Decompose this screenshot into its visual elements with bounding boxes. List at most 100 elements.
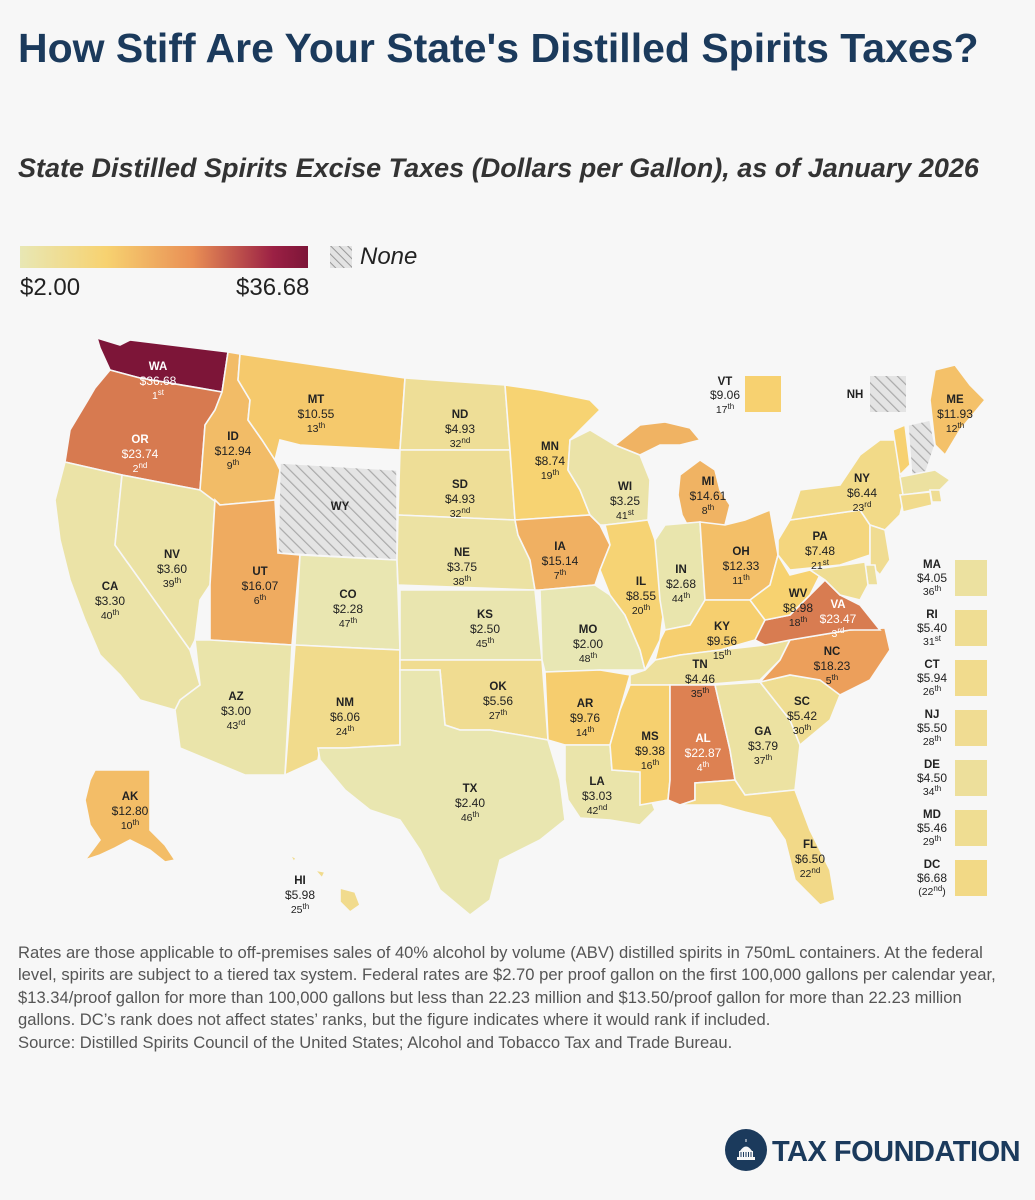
state-rank: 17th [716,402,734,416]
state-rate: $36.68 [140,374,177,388]
state-abbr: IA [554,541,566,553]
state-rate: $6.06 [330,710,360,724]
state-abbr: AR [577,698,594,710]
state-abbr: DC [924,859,941,871]
state-rate: $2.50 [470,622,500,636]
state-abbr: CO [339,589,356,601]
state-abbr: OH [732,546,749,558]
state-rate: $3.03 [582,789,612,803]
state-md [807,561,869,601]
state-abbr: IN [675,564,687,576]
state-abbr: ME [946,394,964,406]
state-abbr: MO [579,624,598,636]
state-rank: 26th [923,684,941,698]
state-ak [82,769,177,863]
state-vt [892,423,911,477]
state-abbr: KY [714,621,730,633]
state-rate: $9.56 [707,634,737,648]
callout-swatch-nh [870,376,906,412]
tax-foundation-logo: TAX FOUNDATION [724,1128,1024,1178]
state-abbr: MT [308,394,325,406]
state-rank: 12th [946,421,964,435]
state-nj [869,523,891,577]
us-choropleth-map: WA$36.681stOR$23.742ndCA$3.3040thNV$3.60… [54,336,987,917]
state-rate: $5.40 [917,621,947,635]
state-abbr: VA [830,599,845,611]
state-rate: $10.55 [298,407,335,421]
state-rate: $3.79 [748,739,778,753]
state-abbr: CT [924,659,939,671]
state-hi [287,853,361,914]
state-rate: $12.94 [215,444,252,458]
legend-max-label: $36.68 [236,274,310,301]
small-state-swatch-md [955,810,987,846]
state-rank: (22nd) [918,884,946,898]
state-abbr: MD [923,809,941,821]
state-rate: $6.68 [917,871,947,885]
state-abbr: AL [695,733,710,745]
state-mi [613,421,731,531]
state-rate: $8.98 [783,601,813,615]
state-abbr: WA [149,361,168,373]
state-abbr: CA [102,581,119,593]
state-rate: $5.94 [917,671,947,685]
state-rate: $9.06 [710,388,740,402]
state-tx [317,669,566,917]
state-label-wy: WY [331,501,350,513]
small-state-label-dc: DC$6.68(22nd) [917,859,947,898]
state-abbr: HI [294,875,306,887]
state-abbr: ND [452,409,469,421]
state-rate: $5.56 [483,694,513,708]
state-rate: $2.68 [666,577,696,591]
state-rate: $22.87 [685,746,722,760]
state-abbr: WV [789,588,808,600]
state-rate: $6.50 [795,852,825,866]
state-az [174,639,293,776]
state-rate: $4.50 [917,771,947,785]
state-rate: $7.48 [805,544,835,558]
state-abbr: WY [331,501,350,513]
capitol-dome-icon [725,1129,767,1171]
state-abbr: OK [489,681,507,693]
state-ms [609,684,671,806]
state-abbr: WI [618,481,632,493]
state-rate: $4.93 [445,422,475,436]
state-rate: $5.42 [787,709,817,723]
state-abbr: MA [923,559,941,571]
state-rate: $9.38 [635,744,665,758]
state-abbr: MS [641,731,659,743]
state-rate: $2.00 [573,637,603,651]
legend-color-scale [20,246,308,268]
state-abbr: NC [824,646,841,658]
state-rank: 36th [923,584,941,598]
state-abbr: NH [847,389,864,401]
state-abbr: PA [812,531,827,543]
state-ct [899,491,933,513]
state-rate: $16.07 [242,579,279,593]
small-state-swatch-dc [955,860,987,896]
state-nh [907,419,936,482]
state-abbr: LA [589,776,604,788]
legend-none-swatch [330,246,352,268]
page-title: How Stiff Are Your State's Distilled Spi… [18,25,979,71]
page-subtitle: State Distilled Spirits Excise Taxes (Do… [18,153,979,183]
callout-label-nh: NH [847,389,864,401]
state-rank: 25th [291,902,309,916]
